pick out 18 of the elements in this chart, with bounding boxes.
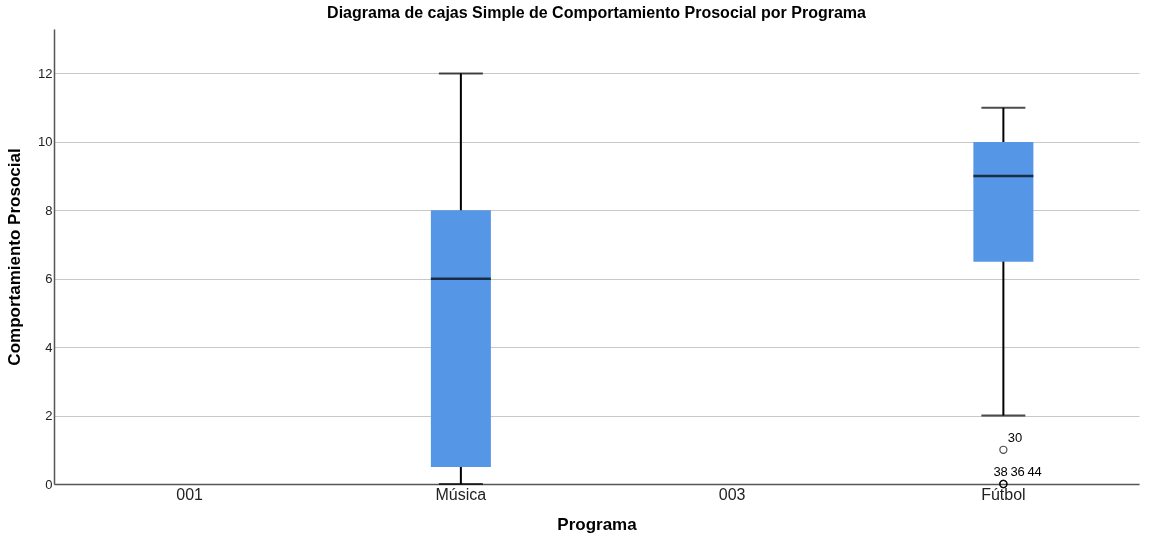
x-tick-label: 001 xyxy=(176,485,204,503)
annotation: 36 xyxy=(1010,464,1025,479)
y-tick-label: 12 xyxy=(38,65,53,81)
y-tick-label: 10 xyxy=(38,134,53,150)
chart-title: Diagrama de cajas Simple de Comportamiento Prosocial por Programa xyxy=(327,4,867,21)
y-tick-label: 2 xyxy=(45,408,53,424)
x-tick-label: 003 xyxy=(718,485,746,503)
annotation: 38 xyxy=(993,464,1008,479)
y-axis-title: Comportamiento Prosocial xyxy=(5,148,25,366)
annotation: 44 xyxy=(1027,464,1042,479)
x-axis-title: Programa xyxy=(557,514,638,534)
x-tick-label: Música xyxy=(435,485,487,503)
annotation: 30 xyxy=(1007,429,1023,445)
y-tick-label: 0 xyxy=(45,476,53,492)
y-tick-label: 4 xyxy=(45,339,53,355)
y-tick-label: 8 xyxy=(45,202,53,218)
y-tick-label: 6 xyxy=(45,271,53,287)
x-tick-label: Fútbol xyxy=(981,485,1026,503)
